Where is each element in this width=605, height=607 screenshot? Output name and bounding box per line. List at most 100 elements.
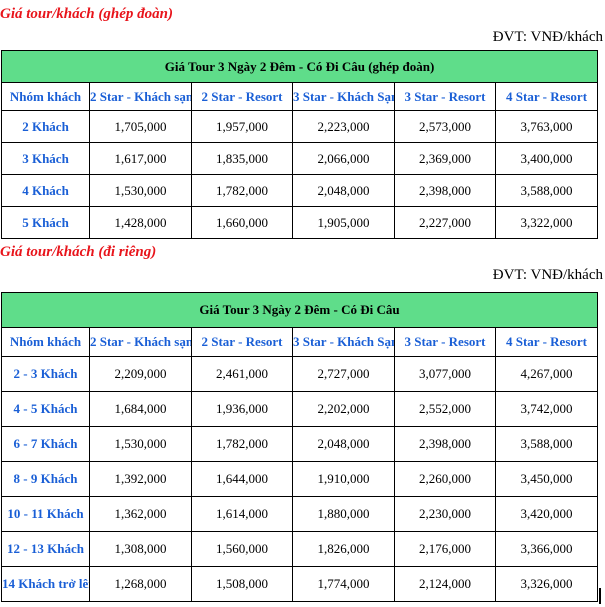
col-header-customer-group: Nhóm khách (1, 327, 90, 357)
price-cell: 3,588,000 (494, 174, 599, 207)
price-cell: 1,530,000 (89, 426, 192, 462)
price-table-private-tour: Giá Tour 3 Ngày 2 Đêm - Có Đi Câu Nhóm k… (0, 292, 599, 602)
col-header-3star-resort: 3 Star - Resort (394, 82, 496, 111)
col-header-3star-hotel: 3 Star - Khách Sạn (292, 82, 395, 111)
price-cell: 2,176,000 (394, 531, 496, 567)
customer-group-cell: 12 - 13 Khách (1, 531, 90, 567)
section-title-private-tour: Giá tour/khách (đi riêng) (0, 244, 157, 260)
table-row: 4 Khách 1,530,000 1,782,000 2,048,000 2,… (1, 174, 599, 207)
price-cell: 1,560,000 (191, 531, 293, 567)
col-header-4star-resort: 4 Star - Resort (494, 82, 599, 111)
table-row: 6 - 7 Khách 1,530,000 1,782,000 2,048,00… (1, 426, 599, 462)
price-cell: 2,461,000 (191, 356, 293, 392)
table-title-row: Giá Tour 3 Ngày 2 Đêm - Có Đi Câu (ghép … (0, 50, 599, 83)
price-cell: 1,530,000 (89, 174, 192, 207)
col-header-2star-resort: 2 Star - Resort (191, 327, 293, 357)
price-cell: 1,614,000 (191, 496, 293, 532)
price-cell: 2,048,000 (292, 426, 395, 462)
table-row: 4 - 5 Khách 1,684,000 1,936,000 2,202,00… (1, 391, 599, 427)
price-cell: 3,326,000 (494, 566, 599, 602)
table-row: 12 - 13 Khách 1,308,000 1,560,000 1,826,… (1, 531, 599, 567)
table-row: 14 Khách trở lên 1,268,000 1,508,000 1,7… (1, 566, 599, 602)
price-cell: 1,308,000 (89, 531, 192, 567)
col-header-2star-hotel: 2 Star - Khách sạn (89, 327, 192, 357)
customer-group-cell: 2 - 3 Khách (1, 356, 90, 392)
currency-unit: ĐVT: VNĐ/khách (492, 267, 603, 283)
table-row: 8 - 9 Khách 1,392,000 1,644,000 1,910,00… (1, 461, 599, 497)
price-cell: 2,202,000 (292, 391, 395, 427)
text-cursor (599, 588, 601, 604)
price-cell: 1,782,000 (191, 426, 293, 462)
price-cell: 2,369,000 (394, 142, 496, 175)
price-cell: 1,508,000 (191, 566, 293, 602)
price-cell: 1,835,000 (191, 142, 293, 175)
price-cell: 1,684,000 (89, 391, 192, 427)
table-row: 2 Khách 1,705,000 1,957,000 2,223,000 2,… (1, 110, 599, 143)
table-row: 10 - 11 Khách 1,362,000 1,614,000 1,880,… (1, 496, 599, 532)
price-cell: 1,617,000 (89, 142, 192, 175)
price-cell: 1,362,000 (89, 496, 192, 532)
price-table-group-tour: Giá Tour 3 Ngày 2 Đêm - Có Đi Câu (ghép … (0, 50, 599, 239)
customer-group-cell: 3 Khách (1, 142, 90, 175)
price-cell: 3,763,000 (494, 110, 599, 143)
col-header-3star-hotel: 3 Star - Khách Sạn (292, 327, 395, 357)
col-header-4star-resort: 4 Star - Resort (494, 327, 599, 357)
price-cell: 1,936,000 (191, 391, 293, 427)
table-title: Giá Tour 3 Ngày 2 Đêm - Có Đi Câu (0, 292, 599, 328)
price-cell: 2,048,000 (292, 174, 395, 207)
price-cell: 2,209,000 (89, 356, 192, 392)
table-row: 5 Khách 1,428,000 1,660,000 1,905,000 2,… (1, 206, 599, 239)
price-cell: 2,124,000 (394, 566, 496, 602)
price-cell: 1,644,000 (191, 461, 293, 497)
price-cell: 3,742,000 (494, 391, 599, 427)
section-title-group-tour: Giá tour/khách (ghép đoàn) (0, 6, 173, 22)
price-cell: 1,782,000 (191, 174, 293, 207)
price-cell: 1,880,000 (292, 496, 395, 532)
customer-group-cell: 10 - 11 Khách (1, 496, 90, 532)
customer-group-cell: 2 Khách (1, 110, 90, 143)
customer-group-cell: 5 Khách (1, 206, 90, 239)
price-cell: 1,826,000 (292, 531, 395, 567)
col-header-2star-resort: 2 Star - Resort (191, 82, 293, 111)
price-cell: 1,910,000 (292, 461, 395, 497)
price-cell: 2,573,000 (394, 110, 496, 143)
price-cell: 2,727,000 (292, 356, 395, 392)
price-cell: 3,588,000 (494, 426, 599, 462)
table-row: 2 - 3 Khách 2,209,000 2,461,000 2,727,00… (1, 356, 599, 392)
price-cell: 3,366,000 (494, 531, 599, 567)
price-cell: 1,705,000 (89, 110, 192, 143)
customer-group-cell: 4 - 5 Khách (1, 391, 90, 427)
customer-group-cell: 4 Khách (1, 174, 90, 207)
currency-unit: ĐVT: VNĐ/khách (492, 29, 603, 45)
price-cell: 1,428,000 (89, 206, 192, 239)
table-row: 3 Khách 1,617,000 1,835,000 2,066,000 2,… (1, 142, 599, 175)
price-cell: 3,322,000 (494, 206, 599, 239)
price-cell: 2,398,000 (394, 174, 496, 207)
price-cell: 2,227,000 (394, 206, 496, 239)
price-cell: 2,066,000 (292, 142, 395, 175)
table-header-row: Nhóm khách 2 Star - Khách sạn 2 Star - R… (1, 82, 599, 111)
price-cell: 2,223,000 (292, 110, 395, 143)
price-cell: 3,077,000 (394, 356, 496, 392)
price-cell: 3,450,000 (494, 461, 599, 497)
customer-group-cell: 8 - 9 Khách (1, 461, 90, 497)
table-header-row: Nhóm khách 2 Star - Khách sạn 2 Star - R… (1, 327, 599, 357)
price-cell: 1,905,000 (292, 206, 395, 239)
col-header-customer-group: Nhóm khách (1, 82, 90, 111)
price-cell: 1,774,000 (292, 566, 395, 602)
price-cell: 1,392,000 (89, 461, 192, 497)
table-title-row: Giá Tour 3 Ngày 2 Đêm - Có Đi Câu (0, 292, 599, 328)
table-title: Giá Tour 3 Ngày 2 Đêm - Có Đi Câu (ghép … (0, 50, 599, 83)
col-header-3star-resort: 3 Star - Resort (394, 327, 496, 357)
price-cell: 1,268,000 (89, 566, 192, 602)
price-cell: 4,267,000 (494, 356, 599, 392)
col-header-2star-hotel: 2 Star - Khách sạn (89, 82, 192, 111)
price-cell: 1,660,000 (191, 206, 293, 239)
price-cell: 2,552,000 (394, 391, 496, 427)
price-cell: 1,957,000 (191, 110, 293, 143)
price-cell: 2,260,000 (394, 461, 496, 497)
price-cell: 3,420,000 (494, 496, 599, 532)
price-cell: 3,400,000 (494, 142, 599, 175)
customer-group-cell: 6 - 7 Khách (1, 426, 90, 462)
price-cell: 2,398,000 (394, 426, 496, 462)
